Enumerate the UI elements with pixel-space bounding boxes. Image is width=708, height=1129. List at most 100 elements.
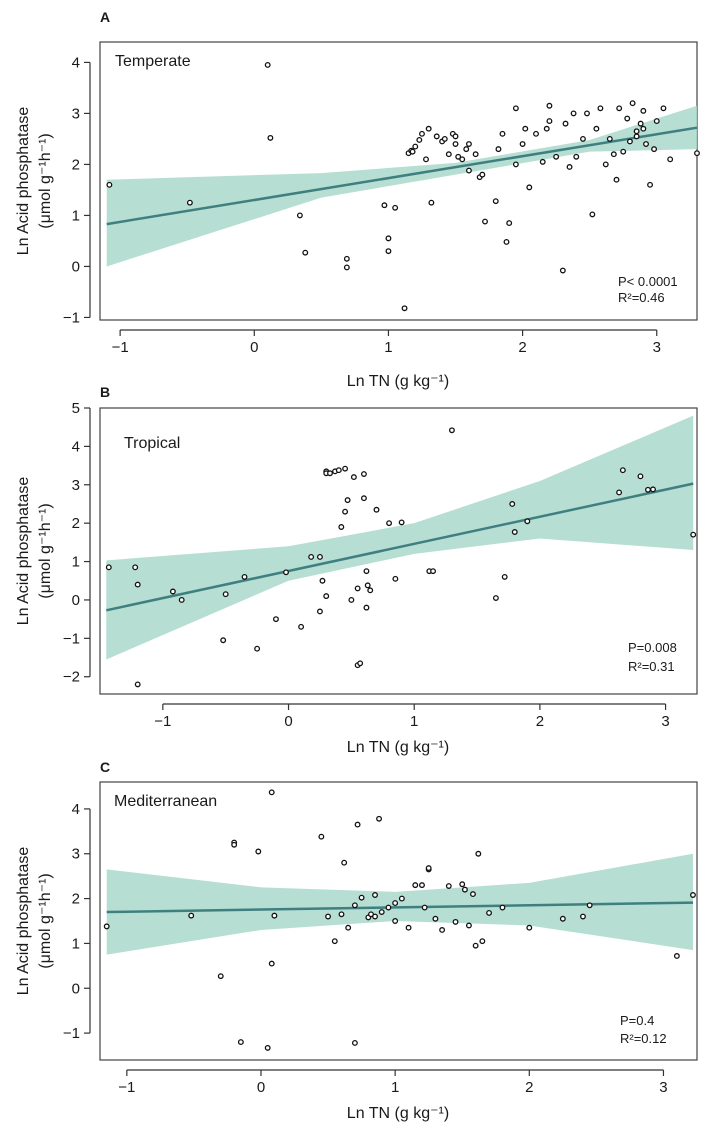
data-point bbox=[308, 554, 315, 560]
y-tick-label: 4 bbox=[72, 54, 80, 71]
plot-frame bbox=[99, 407, 698, 695]
data-point bbox=[363, 568, 370, 575]
x-tick-label: 1 bbox=[384, 339, 392, 356]
confidence-band bbox=[106, 105, 697, 267]
data-point bbox=[372, 892, 378, 898]
y-tick-label: 2 bbox=[72, 156, 80, 173]
x-axis: −1 0 1 2 3 bbox=[118, 1069, 668, 1096]
data-point bbox=[539, 158, 546, 165]
data-point bbox=[633, 128, 640, 135]
panel-b-tropical: B −1 0 1 2 3 −2 −1 0 1 2 3 4 5 Tropical P=0.008 R²=… bbox=[15, 384, 698, 756]
data-point bbox=[264, 62, 271, 68]
data-point bbox=[562, 120, 569, 127]
data-point bbox=[512, 161, 519, 168]
data-point bbox=[479, 938, 486, 945]
confidence-band-layer bbox=[106, 415, 694, 660]
y-axis-label-line2: (μmol g⁻¹h⁻¹) bbox=[37, 503, 54, 598]
data-point bbox=[316, 554, 323, 560]
plot-frame bbox=[99, 41, 698, 321]
data-point bbox=[597, 105, 604, 112]
data-point bbox=[360, 471, 367, 477]
data-point bbox=[465, 167, 472, 174]
region-label: Temperate bbox=[115, 53, 191, 70]
y-tick-label: 4 bbox=[72, 801, 80, 818]
y-tick-label: 5 bbox=[72, 400, 80, 417]
data-point bbox=[533, 130, 539, 137]
data-point bbox=[461, 886, 468, 893]
data-points-layer bbox=[105, 427, 697, 688]
data-point bbox=[416, 136, 423, 143]
data-point bbox=[432, 915, 439, 922]
x-tick-label: 0 bbox=[257, 1079, 265, 1096]
y-axis: −2 −1 0 1 2 3 4 5 bbox=[63, 400, 91, 686]
regression-line bbox=[106, 126, 698, 226]
y-tick-label: 1 bbox=[72, 554, 80, 571]
y-tick-label: 0 bbox=[72, 258, 80, 275]
data-point bbox=[134, 581, 141, 588]
data-point bbox=[398, 519, 405, 526]
data-point bbox=[344, 497, 351, 504]
data-point bbox=[509, 501, 516, 507]
data-point bbox=[543, 125, 550, 132]
data-point bbox=[459, 881, 466, 888]
data-point bbox=[441, 135, 448, 142]
data-point bbox=[323, 593, 330, 600]
data-point bbox=[613, 176, 620, 183]
confidence-band-layer bbox=[106, 105, 697, 267]
x-tick-label: −1 bbox=[154, 713, 171, 730]
data-point bbox=[409, 148, 416, 155]
x-tick-label: 1 bbox=[391, 1079, 399, 1096]
data-point bbox=[412, 882, 419, 889]
data-point bbox=[338, 911, 345, 918]
data-point bbox=[385, 235, 392, 242]
data-point bbox=[316, 608, 323, 615]
x-tick-label: 3 bbox=[661, 713, 669, 730]
data-point bbox=[392, 204, 399, 211]
data-point bbox=[640, 125, 647, 132]
data-point bbox=[629, 100, 636, 107]
data-point bbox=[506, 220, 513, 227]
x-axis-label: Ln TN (g kg⁻¹) bbox=[347, 739, 449, 756]
y-axis-label-line2: (μmol g⁻¹h⁻¹) bbox=[37, 873, 54, 968]
data-point bbox=[452, 133, 459, 140]
data-point bbox=[455, 153, 462, 160]
data-points-layer bbox=[103, 789, 696, 1051]
data-point bbox=[273, 616, 279, 623]
x-tick-label: 0 bbox=[284, 713, 292, 730]
data-point bbox=[463, 146, 470, 153]
data-point bbox=[619, 467, 626, 474]
x-tick-label: 1 bbox=[410, 713, 418, 730]
data-point bbox=[405, 924, 412, 931]
data-point bbox=[660, 105, 667, 112]
data-point bbox=[360, 495, 367, 502]
data-point bbox=[626, 138, 633, 145]
x-axis-label: Ln TN (g kg⁻¹) bbox=[347, 373, 449, 390]
confidence-band bbox=[106, 415, 694, 660]
data-point bbox=[559, 267, 566, 274]
data-point bbox=[381, 202, 388, 209]
data-point bbox=[106, 181, 113, 188]
data-point bbox=[342, 508, 349, 515]
y-tick-label: 2 bbox=[72, 891, 80, 908]
data-point bbox=[186, 199, 193, 206]
data-point bbox=[553, 153, 560, 160]
data-point bbox=[319, 577, 326, 584]
y-tick-label: 2 bbox=[72, 515, 80, 532]
p-value-label: P=0.008 bbox=[628, 640, 677, 655]
data-point bbox=[647, 181, 653, 188]
data-point bbox=[452, 141, 459, 147]
panel-a-temperate: A −1 0 1 2 3 −1 0 1 2 3 4 Temperate P< 0.0001 R²=… bbox=[15, 9, 700, 390]
data-point bbox=[350, 474, 357, 481]
data-point bbox=[694, 150, 700, 157]
data-point bbox=[616, 105, 623, 112]
data-point bbox=[448, 427, 455, 434]
data-point bbox=[105, 564, 112, 571]
data-point bbox=[254, 645, 261, 652]
data-point bbox=[616, 489, 623, 496]
data-point bbox=[519, 141, 526, 147]
data-point bbox=[482, 218, 488, 225]
r-squared-label: R²=0.12 bbox=[620, 1031, 667, 1046]
data-point bbox=[419, 882, 425, 889]
data-point bbox=[241, 573, 248, 580]
data-point bbox=[524, 518, 531, 525]
